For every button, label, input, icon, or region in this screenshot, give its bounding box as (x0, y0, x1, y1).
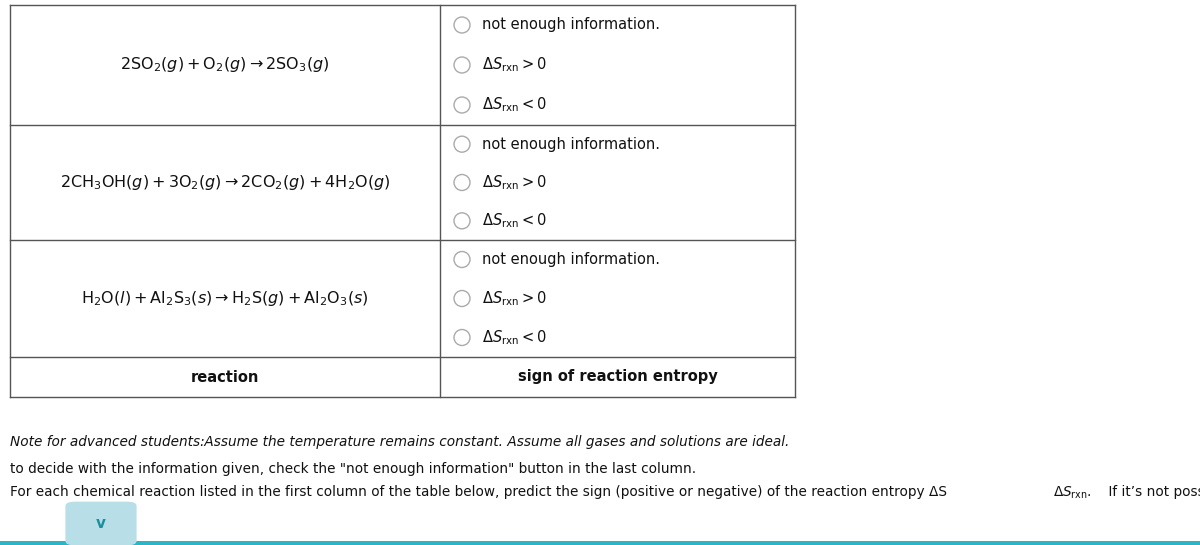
Text: $\Delta S_{\mathregular{rxn}} > 0$: $\Delta S_{\mathregular{rxn}} > 0$ (482, 56, 547, 74)
FancyBboxPatch shape (66, 501, 137, 545)
Text: $\Delta S_{\mathregular{rxn}} > 0$: $\Delta S_{\mathregular{rxn}} > 0$ (482, 289, 547, 308)
Text: reaction: reaction (191, 370, 259, 385)
Text: sign of reaction entropy: sign of reaction entropy (517, 370, 718, 385)
Text: not enough information.: not enough information. (482, 17, 660, 33)
Text: $\mathrm{H_2O}(\it{l}) + \mathrm{Al_2S_3}(\it{s}) \rightarrow \mathrm{H_2S}(\it{: $\mathrm{H_2O}(\it{l}) + \mathrm{Al_2S_3… (82, 289, 368, 308)
Text: $\Delta S_{\mathregular{rxn}}$.: $\Delta S_{\mathregular{rxn}}$. (1054, 485, 1092, 501)
Text: $\mathrm{2SO_2}(\it{g}) + \mathrm{O_2}(\it{g}) \rightarrow \mathrm{2SO_3}(\it{g}: $\mathrm{2SO_2}(\it{g}) + \mathrm{O_2}(\… (120, 56, 330, 75)
Text: If it’s not possible: If it’s not possible (1104, 485, 1200, 499)
Text: $\Delta S_{\mathregular{rxn}} < 0$: $\Delta S_{\mathregular{rxn}} < 0$ (482, 211, 547, 230)
Text: Assume the temperature remains constant. Assume all gases and solutions are idea: Assume the temperature remains constant.… (200, 435, 790, 449)
Text: Note for advanced students:: Note for advanced students: (10, 435, 205, 449)
Text: $\Delta S_{\mathregular{rxn}} < 0$: $\Delta S_{\mathregular{rxn}} < 0$ (482, 328, 547, 347)
Text: v: v (96, 516, 106, 531)
Bar (0, 541, 1200, 545)
Text: to decide with the information given, check the "not enough information" button : to decide with the information given, ch… (10, 462, 696, 476)
Text: $\Delta S_{\mathregular{rxn}} < 0$: $\Delta S_{\mathregular{rxn}} < 0$ (482, 96, 547, 114)
Text: For each chemical reaction listed in the first column of the table below, predic: For each chemical reaction listed in the… (10, 485, 947, 499)
Text: not enough information.: not enough information. (482, 252, 660, 267)
Text: $\mathrm{2CH_3OH}(\it{g}) + \mathrm{3O_2}(\it{g}) \rightarrow \mathrm{2CO_2}(\it: $\mathrm{2CH_3OH}(\it{g}) + \mathrm{3O_2… (60, 173, 390, 192)
Text: not enough information.: not enough information. (482, 137, 660, 152)
Text: $\Delta S_{\mathregular{rxn}} > 0$: $\Delta S_{\mathregular{rxn}} > 0$ (482, 173, 547, 192)
